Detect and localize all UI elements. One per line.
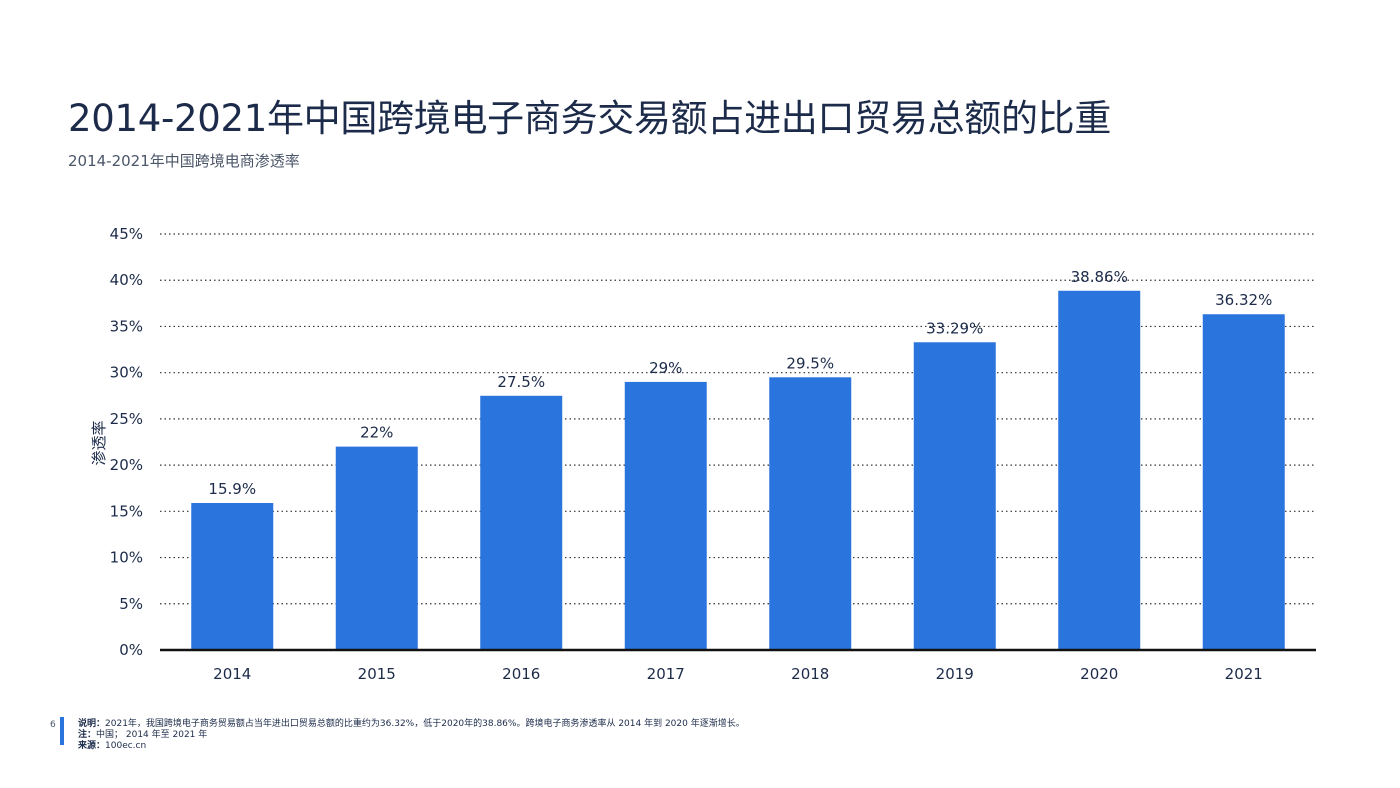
- source-label: 来源：: [78, 741, 106, 751]
- x-tick-label: 2017: [647, 665, 685, 683]
- x-tick-label: 2015: [358, 665, 396, 683]
- bar-2019: [913, 342, 996, 650]
- bar-2014: [191, 503, 274, 650]
- y-tick-label: 0%: [119, 641, 143, 659]
- y-axis-ticks: 0% 5% 10% 15% 20% 25% 30% 35% 40% 45%: [110, 225, 143, 659]
- bar-2017: [624, 381, 707, 650]
- y-tick-label: 5%: [119, 595, 143, 613]
- data-label-2021: 36.32%: [1215, 291, 1272, 309]
- data-label-2017: 29%: [649, 359, 682, 377]
- remark-label: 注：: [78, 730, 97, 740]
- bars: [191, 290, 1285, 650]
- y-tick-label: 20%: [110, 456, 143, 474]
- page-subtitle: 2014-2021年中国跨境电商渗透率: [68, 152, 300, 170]
- y-tick-label: 40%: [110, 271, 143, 289]
- bar-2016: [480, 395, 563, 650]
- x-tick-label: 2016: [502, 665, 540, 683]
- bar-2020: [1058, 290, 1141, 650]
- y-tick-label: 45%: [110, 225, 143, 243]
- footer-note: 说明：2021年，我国跨境电子商务贸易额占当年进出口贸易总额的比重约为36.32…: [78, 719, 745, 730]
- bar-2021: [1202, 314, 1285, 650]
- x-tick-label: 2021: [1225, 665, 1263, 683]
- bar-2015: [335, 446, 418, 650]
- y-axis-label: 渗透率: [90, 420, 108, 465]
- note-label: 说明：: [78, 719, 106, 729]
- footer-remark: 注：中国； 2014 年至 2021 年: [78, 730, 745, 741]
- footer-source: 来源：100ec.cn: [78, 741, 745, 752]
- page-number: 6: [50, 720, 56, 730]
- y-tick-label: 10%: [110, 549, 143, 567]
- data-label-2015: 22%: [360, 424, 393, 442]
- data-label-2016: 27.5%: [497, 373, 545, 391]
- data-label-2020: 38.86%: [1071, 268, 1128, 286]
- footer-notes: 说明：2021年，我国跨境电子商务贸易额占当年进出口贸易总额的比重约为36.32…: [78, 719, 745, 752]
- x-tick-label: 2019: [936, 665, 974, 683]
- grid-lines: [160, 233, 1316, 605]
- y-tick-label: 35%: [110, 317, 143, 335]
- page-title: 2014-2021年中国跨境电子商务交易额占进出口贸易总额的比重: [68, 97, 1112, 140]
- footer-accent-bar: [60, 717, 64, 745]
- x-tick-label: 2014: [213, 665, 251, 683]
- data-label-2019: 33.29%: [926, 319, 983, 337]
- y-tick-label: 25%: [110, 410, 143, 428]
- y-tick-label: 30%: [110, 364, 143, 382]
- x-tick-label: 2020: [1080, 665, 1118, 683]
- data-labels: 15.9% 22% 27.5% 29% 29.5% 33.29% 38.86% 36.32%: [208, 268, 1272, 498]
- note-text: 2021年，我国跨境电子商务贸易额占当年进出口贸易总额的比重约为36.32%，低…: [105, 719, 745, 729]
- x-tick-label: 2018: [791, 665, 829, 683]
- remark-text: 中国； 2014 年至 2021 年: [96, 730, 208, 740]
- source-text: 100ec.cn: [105, 741, 147, 751]
- bar-2018: [769, 377, 852, 650]
- data-label-2018: 29.5%: [786, 354, 834, 372]
- y-tick-label: 15%: [110, 502, 143, 520]
- bar-chart: 15.9%22%27.5%29% 29.5%33.29%38.86%36.32% …: [90, 225, 1316, 683]
- x-axis-ticks: 2014 2015 2016 2017 2018 2019 2020 2021: [213, 665, 1263, 683]
- data-label-2014: 15.9%: [208, 480, 256, 498]
